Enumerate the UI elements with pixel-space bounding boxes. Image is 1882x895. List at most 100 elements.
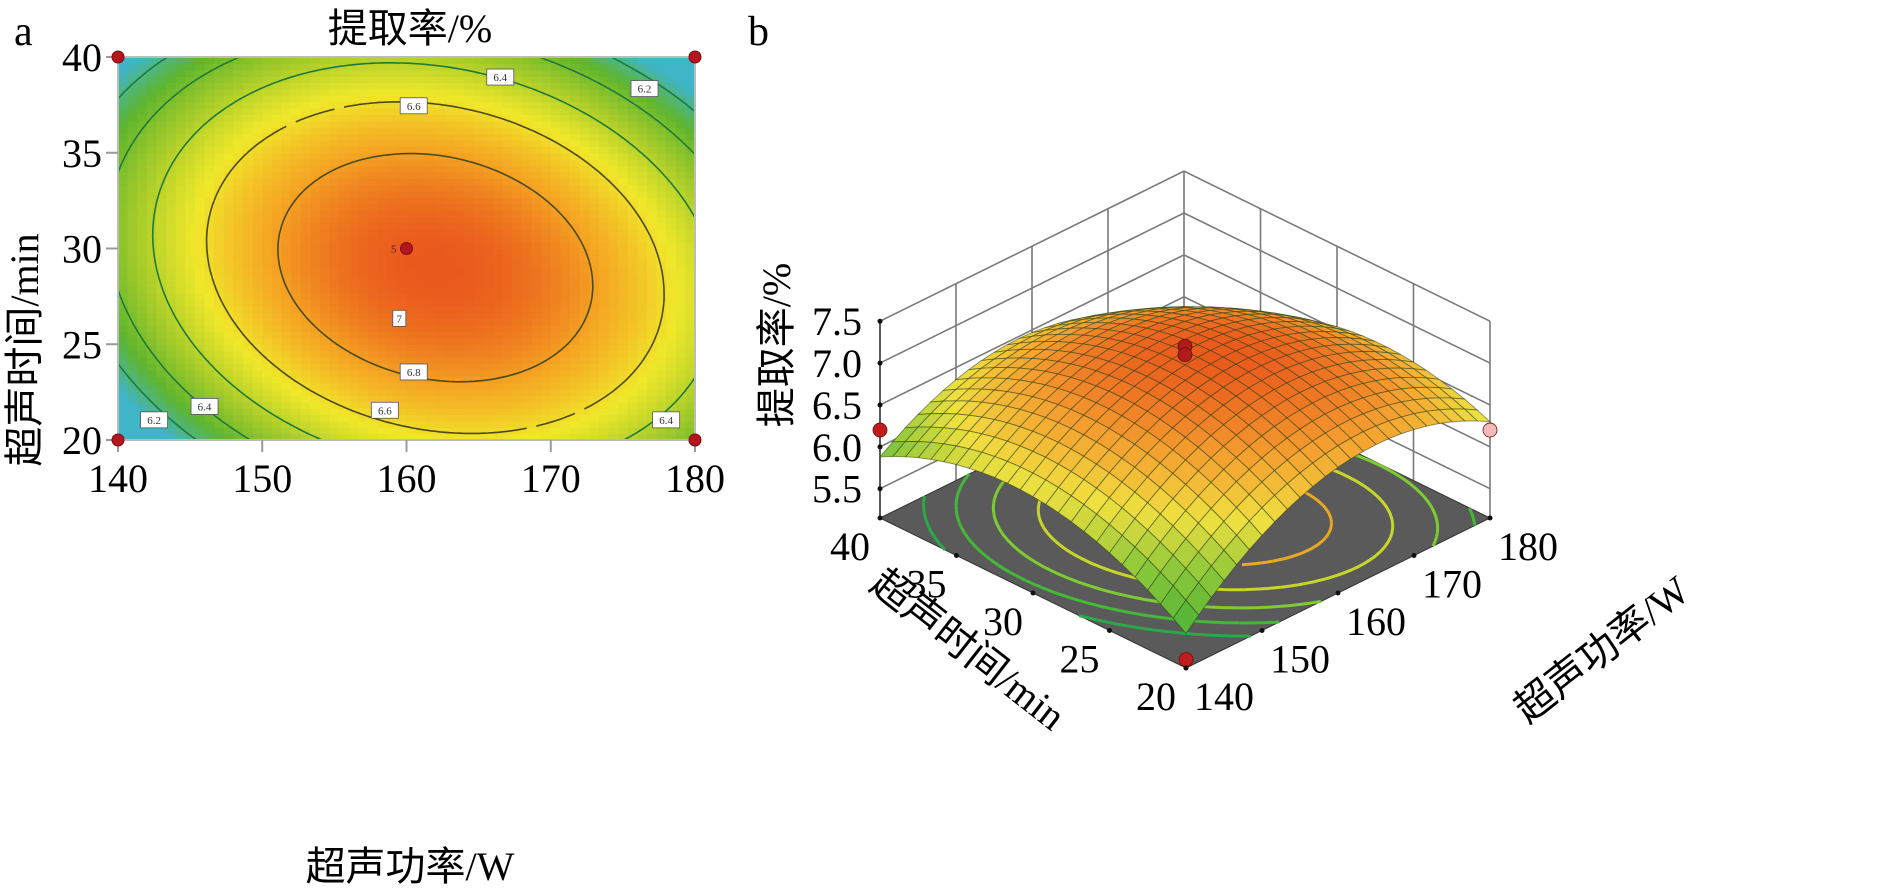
heat-cell — [377, 363, 388, 371]
heat-cell — [146, 127, 158, 135]
heat-cell — [483, 216, 494, 224]
heat-cell — [483, 235, 494, 243]
heat-cell — [473, 248, 485, 256]
heat-cell — [454, 280, 465, 288]
heat-cell — [300, 235, 311, 243]
heat-cell — [608, 408, 619, 416]
heat-cell — [502, 139, 513, 147]
heat-cell — [464, 139, 475, 147]
heat-cell — [137, 395, 148, 403]
heat-cell — [348, 337, 360, 345]
heat-cell — [483, 57, 494, 64]
heat-cell — [281, 229, 292, 237]
heat-cell — [252, 57, 263, 64]
heat-cell — [425, 88, 436, 96]
heat-cell — [435, 76, 446, 84]
heat-cell — [627, 127, 638, 135]
heat-cell — [377, 108, 388, 116]
heat-cell — [368, 286, 379, 294]
heat-cell — [146, 331, 158, 339]
heat-cell — [146, 171, 158, 179]
heat-cell — [223, 420, 234, 428]
heat-cell — [416, 88, 427, 96]
heat-cell — [521, 427, 533, 435]
heat-cell — [223, 344, 234, 352]
heat-cell — [589, 318, 600, 326]
heat-cell — [637, 95, 648, 103]
heat-cell — [262, 216, 273, 224]
heat-cell — [483, 254, 494, 262]
heat-cell — [550, 203, 561, 211]
heat-cell — [541, 267, 552, 275]
heat-cell — [666, 165, 677, 173]
heat-cell — [185, 293, 196, 301]
heat-cell — [666, 305, 677, 313]
heat-cell — [589, 242, 600, 250]
heat-cell — [204, 414, 215, 422]
heat-cell — [387, 178, 398, 186]
heat-cell — [368, 57, 379, 64]
heat-cell — [214, 242, 225, 250]
heat-cell — [502, 203, 513, 211]
heat-cell — [425, 114, 436, 122]
heat-cell — [310, 267, 321, 275]
heat-cell — [579, 108, 590, 116]
heat-cell — [214, 165, 225, 173]
heat-cell — [493, 408, 504, 416]
heat-cell — [416, 210, 427, 218]
heat-cell — [531, 229, 542, 237]
power-tick-label: 140 — [1194, 674, 1254, 719]
heat-cell — [252, 261, 263, 269]
heat-cell — [618, 210, 629, 218]
heat-cell — [598, 286, 610, 294]
heat-cell — [300, 325, 311, 333]
heat-cell — [271, 337, 283, 345]
heat-cell — [416, 69, 427, 77]
heat-cell — [291, 305, 302, 313]
heat-cell — [146, 76, 158, 84]
heat-cell — [493, 159, 504, 167]
heat-cell — [262, 369, 273, 377]
heat-cell — [618, 146, 629, 154]
heat-cell — [281, 261, 292, 269]
heat-cell — [675, 408, 686, 416]
response-surface — [879, 306, 1492, 635]
heat-cell — [156, 427, 167, 435]
heat-cell — [541, 235, 552, 243]
heat-cell — [637, 401, 648, 409]
heat-cell — [608, 159, 619, 167]
heat-cell — [291, 216, 302, 224]
heat-cell — [521, 286, 533, 294]
heat-cell — [646, 312, 658, 320]
heat-cell — [118, 344, 129, 352]
heat-cell — [541, 127, 552, 135]
heat-cell — [454, 293, 465, 301]
heat-cell — [627, 363, 638, 371]
heat-cell — [204, 178, 215, 186]
heat-cell — [493, 139, 504, 147]
heat-cell — [589, 299, 600, 307]
heat-cell — [396, 152, 408, 160]
heat-cell — [396, 414, 408, 422]
heat-cell — [387, 108, 398, 116]
heat-cell — [685, 274, 695, 282]
heat-cell — [300, 248, 311, 256]
heat-cell — [281, 152, 292, 160]
heat-cell — [627, 318, 638, 326]
heat-cell — [137, 69, 148, 77]
heat-cell — [243, 95, 254, 103]
heat-cell — [310, 127, 321, 135]
heat-cell — [377, 191, 388, 199]
heat-cell — [541, 229, 552, 237]
heat-cell — [618, 139, 629, 147]
heat-cell — [560, 248, 571, 256]
heat-cell — [627, 261, 638, 269]
heat-cell — [146, 210, 158, 218]
heat-cell — [300, 146, 311, 154]
heat-cell — [252, 274, 263, 282]
heat-cell — [608, 433, 619, 440]
heat-cell — [425, 133, 436, 141]
heat-cell — [675, 203, 686, 211]
heat-cell — [618, 305, 629, 313]
